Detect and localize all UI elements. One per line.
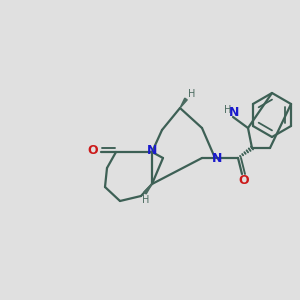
Text: O: O <box>88 145 98 158</box>
Text: N: N <box>229 106 239 118</box>
Polygon shape <box>180 98 187 108</box>
Text: N: N <box>212 152 222 164</box>
Text: H: H <box>142 195 150 205</box>
Polygon shape <box>144 184 152 194</box>
Text: N: N <box>147 143 157 157</box>
Text: H: H <box>188 89 196 99</box>
Text: H: H <box>224 105 232 115</box>
Text: O: O <box>239 175 249 188</box>
